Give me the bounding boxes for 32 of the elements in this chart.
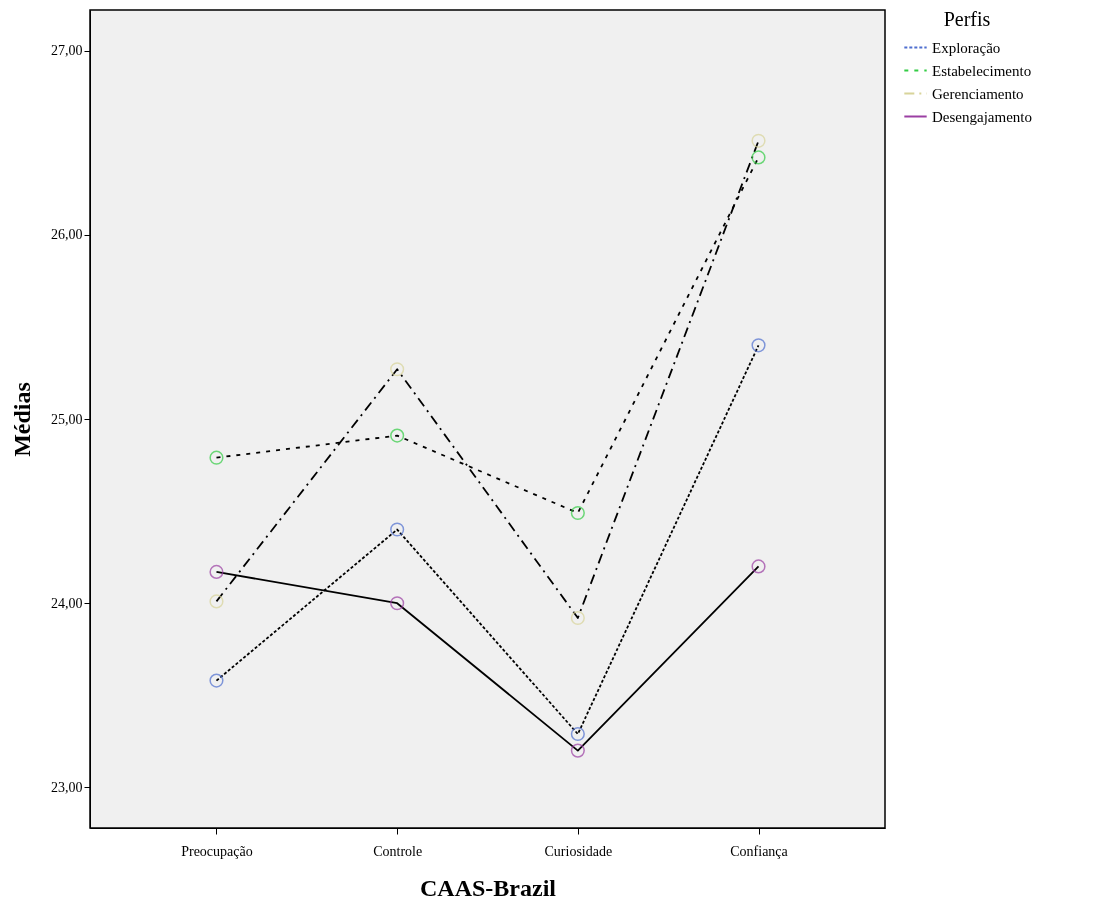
x-tick-label: Controle bbox=[373, 843, 423, 859]
legend-label: Estabelecimento bbox=[932, 62, 1032, 79]
point bbox=[209, 594, 224, 609]
point bbox=[570, 726, 585, 742]
point bbox=[570, 610, 585, 626]
point bbox=[390, 428, 405, 443]
legend-label: Exploração bbox=[932, 39, 1001, 56]
x-tick-label: Curiosidade bbox=[544, 843, 613, 859]
point bbox=[209, 450, 224, 465]
y-tick-label: 26,00 bbox=[51, 227, 83, 243]
point bbox=[209, 564, 224, 579]
legend-label: Gerenciamento bbox=[932, 85, 1024, 102]
point bbox=[390, 596, 405, 611]
y-tick-label: 23,00 bbox=[51, 779, 83, 795]
point bbox=[570, 505, 585, 521]
x-tick-label: Confiança bbox=[730, 843, 789, 859]
legend-title: Perfis bbox=[943, 8, 991, 30]
point bbox=[570, 743, 585, 758]
point bbox=[751, 559, 766, 574]
y-axis-title: Médias bbox=[9, 382, 35, 457]
y-tick-label: 25,00 bbox=[51, 411, 83, 427]
point bbox=[390, 522, 405, 537]
x-axis-title: CAAS-Brazil bbox=[420, 874, 557, 901]
point bbox=[751, 150, 766, 165]
point bbox=[751, 338, 766, 353]
point bbox=[751, 133, 766, 148]
y-tick-label: 24,00 bbox=[51, 595, 83, 611]
y-tick-label: 27,00 bbox=[51, 43, 83, 59]
point bbox=[209, 673, 224, 688]
x-tick-label: Preocupação bbox=[181, 843, 253, 859]
point bbox=[390, 362, 405, 377]
legend-label: Desengajamento bbox=[932, 108, 1032, 125]
